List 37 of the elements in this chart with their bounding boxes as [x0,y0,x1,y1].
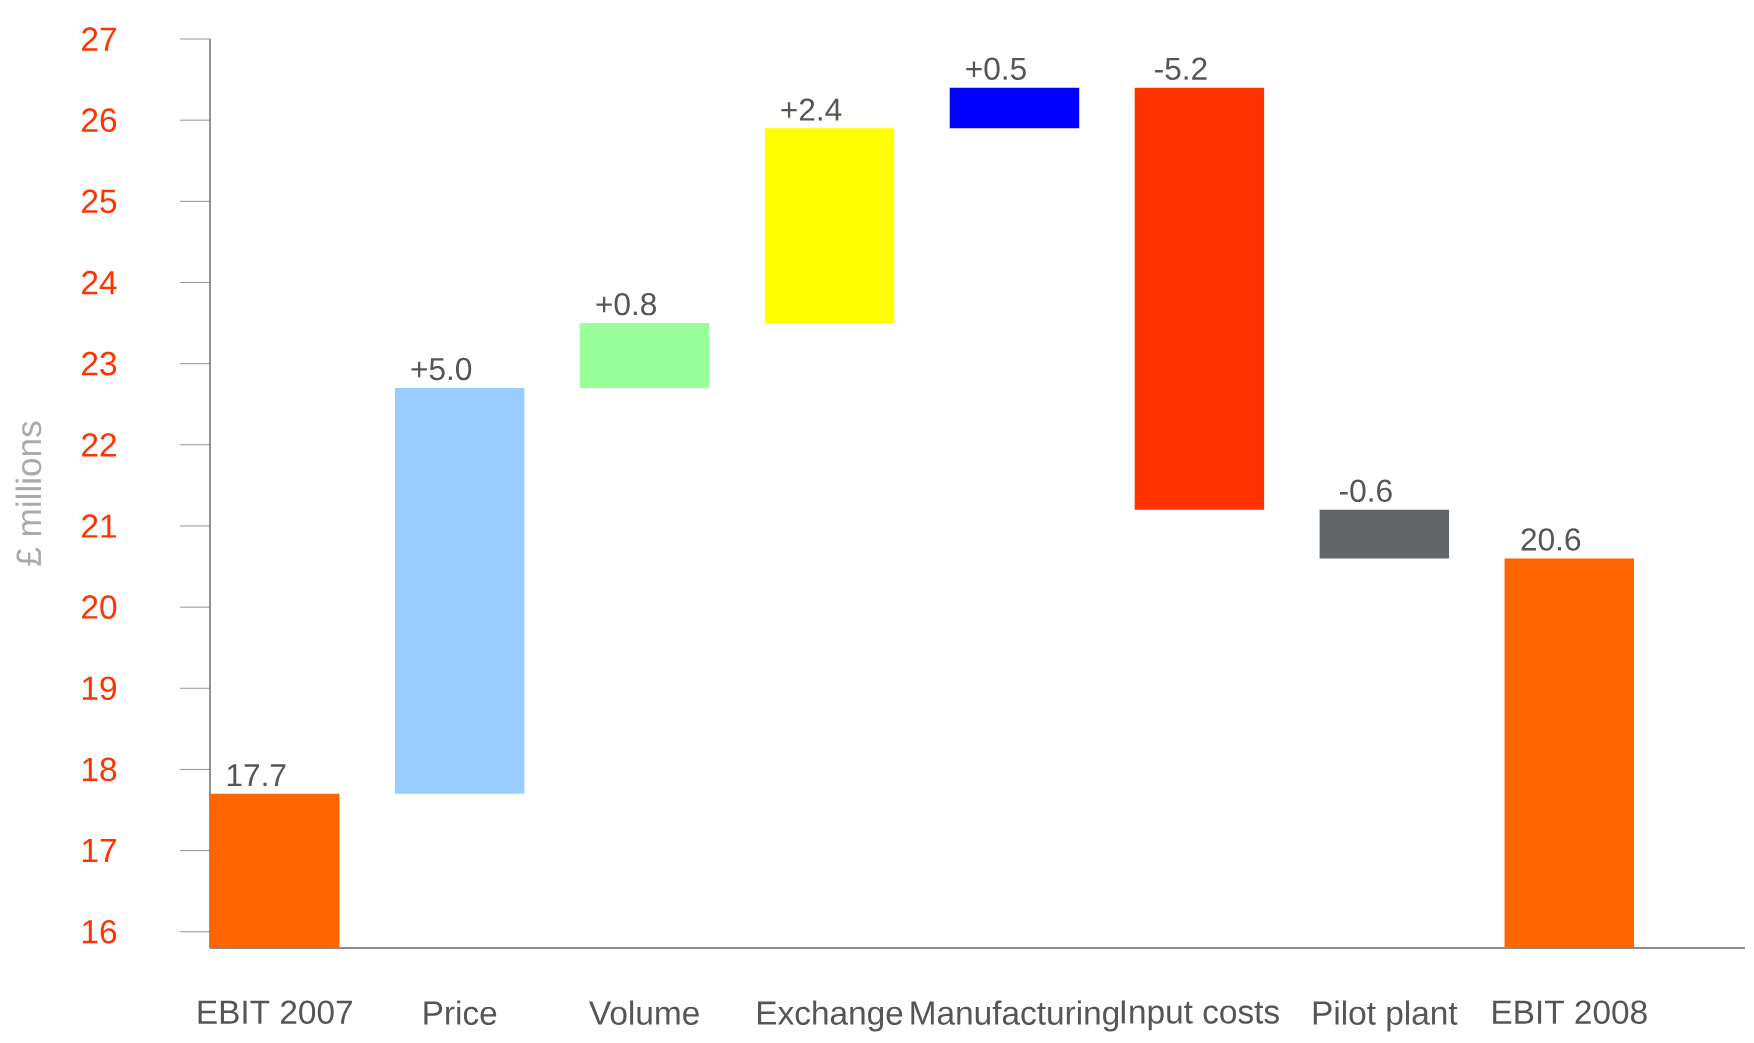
bar [394,387,525,794]
data-label: +0.8 [596,292,656,316]
data-label: 17.7 [227,764,286,786]
data-label: +0.5 [966,57,1026,80]
y-tick-label: 18 [82,757,117,782]
y-tick-label: 22 [82,433,116,457]
y-tick-label: 24 [82,270,117,295]
bar [764,128,895,323]
x-tick-label: EBIT 2007 [198,1000,352,1024]
y-tick-label: 23 [82,351,117,376]
data-label: -5.2 [1155,57,1207,80]
y-tick-label: 17 [82,838,116,862]
y-tick-label: 25 [82,189,117,214]
x-tick-label: Pilot plant [1313,1000,1458,1032]
data-label: +2.4 [781,98,842,121]
y-tick-label: 27 [82,27,116,51]
y-axis-title: £ millions [15,421,42,566]
x-tick-label: Input costs [1121,1000,1279,1031]
bar [579,322,710,388]
data-label: +5.0 [411,357,472,381]
bar [1504,558,1635,948]
data-label: 20.6 [1521,528,1581,551]
y-tick-label: 19 [82,676,116,700]
x-tick-label: EBIT 2008 [1493,1000,1647,1024]
x-tick-label: Manufacturing [911,1000,1119,1032]
bar [1319,509,1450,559]
x-tick-label: Price [424,1000,497,1025]
bar [949,87,1080,129]
y-tick-label: 26 [82,108,117,132]
data-label: -0.6 [1340,479,1392,502]
x-tick-label: Exchange [758,1000,903,1032]
x-tick-label: Volume [589,1000,699,1025]
bar [1134,87,1265,510]
y-tick-label: 21 [82,514,116,538]
y-tick-label: 16 [82,919,117,944]
bar [210,793,340,948]
y-tick-label: 20 [82,595,117,619]
